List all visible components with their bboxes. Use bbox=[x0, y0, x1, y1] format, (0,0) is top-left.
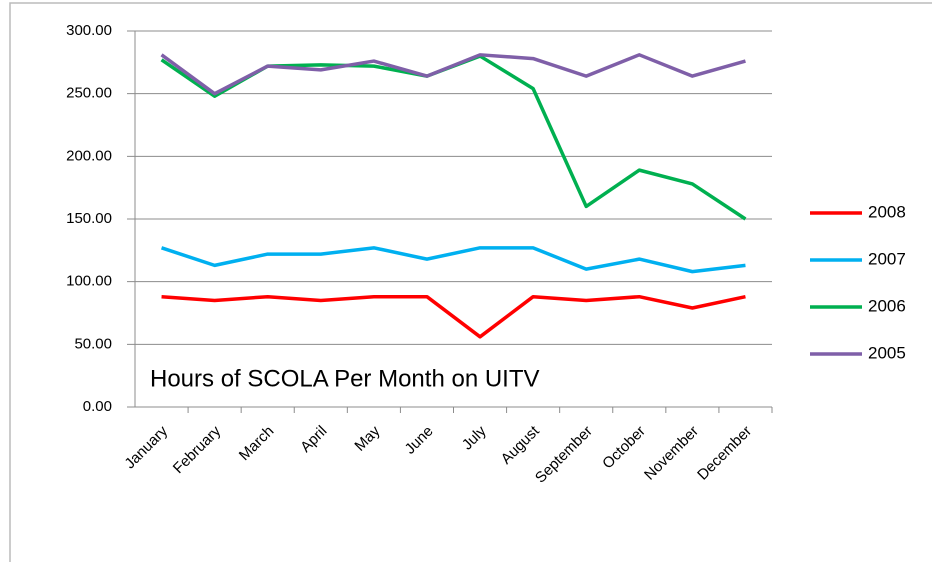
x-tick-label: September bbox=[532, 423, 596, 487]
series-line bbox=[160, 54, 747, 221]
x-tick-label: October bbox=[599, 423, 649, 473]
chart-border bbox=[9, 2, 932, 562]
x-tick-label: January bbox=[121, 422, 171, 472]
x-tick-label: December bbox=[694, 423, 755, 484]
legend-label: 2006 bbox=[868, 296, 906, 315]
series-line bbox=[160, 246, 746, 274]
series-line bbox=[160, 53, 746, 96]
x-tick-label: August bbox=[498, 422, 544, 468]
x-tick-label: February bbox=[170, 422, 225, 477]
y-tick-label: 50.00 bbox=[74, 335, 112, 352]
legend-label: 2005 bbox=[868, 343, 906, 362]
y-tick-label: 100.00 bbox=[66, 273, 112, 290]
legend-label: 2007 bbox=[868, 249, 906, 268]
x-tick-label: July bbox=[459, 422, 490, 453]
annotation: Hours of SCOLA Per Month on UITV bbox=[150, 365, 540, 392]
x-tick-label: June bbox=[402, 423, 437, 458]
y-tick-label: 200.00 bbox=[66, 147, 112, 164]
x-tick-label: March bbox=[236, 423, 277, 464]
legend-label: 2008 bbox=[868, 202, 906, 221]
y-tick-label: 300.00 bbox=[66, 22, 112, 39]
y-tick-label: 250.00 bbox=[66, 85, 112, 102]
x-tick-label: May bbox=[351, 422, 383, 454]
y-tick-label: 150.00 bbox=[66, 210, 112, 227]
y-tick-label: 0.00 bbox=[83, 398, 112, 415]
x-tick-label: April bbox=[297, 423, 330, 456]
series-line bbox=[161, 294, 746, 339]
x-tick-label: November bbox=[641, 423, 702, 484]
